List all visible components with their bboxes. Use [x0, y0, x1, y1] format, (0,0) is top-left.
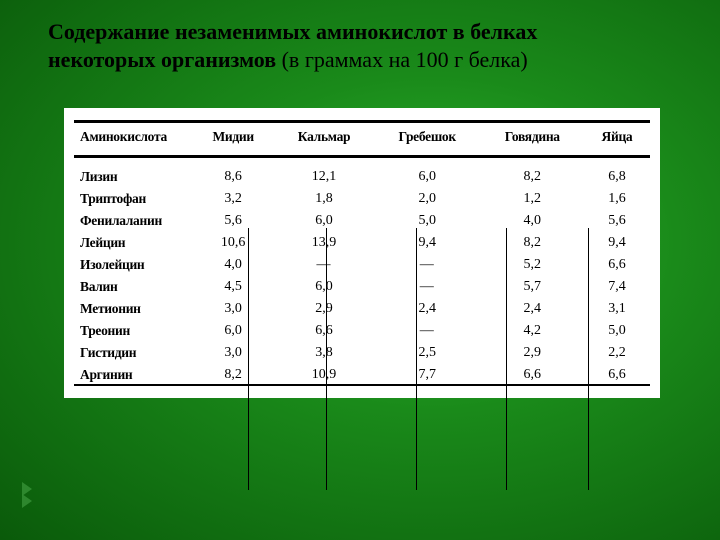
table-vline [248, 228, 249, 490]
cell-value: 5,2 [481, 254, 584, 276]
cell-value: 2,4 [481, 298, 584, 320]
cell-value: — [374, 254, 481, 276]
cell-value: 8,2 [192, 364, 274, 386]
cell-value: 6,0 [374, 166, 481, 188]
col-header-2: Кальмар [274, 123, 373, 156]
cell-value: 1,2 [481, 188, 584, 210]
cell-value: 4,2 [481, 320, 584, 342]
cell-value: — [374, 276, 481, 298]
cell-value: 2,0 [374, 188, 481, 210]
table-vline [416, 228, 417, 490]
table-hline-mid [74, 156, 650, 158]
cell-value: 6,6 [584, 254, 650, 276]
table-row: Треонин6,06,6—4,25,0 [74, 320, 650, 342]
cell-value: 5,7 [481, 276, 584, 298]
cell-value: 2,9 [481, 342, 584, 364]
cell-value: 2,4 [374, 298, 481, 320]
table-row: Гистидин3,03,82,52,92,2 [74, 342, 650, 364]
table-hline-top [74, 120, 650, 122]
cell-value: 5,6 [584, 210, 650, 232]
table-row: Аргинин8,210,97,76,66,6 [74, 364, 650, 386]
row-label: Метионин [74, 298, 192, 320]
table-row: Лизин8,612,16,08,26,8 [74, 166, 650, 188]
cell-value: — [374, 320, 481, 342]
row-label: Гистидин [74, 342, 192, 364]
cell-value: 4,0 [192, 254, 274, 276]
col-header-5: Яйца [584, 123, 650, 156]
cell-value: 8,6 [192, 166, 274, 188]
chevron-icon [22, 482, 40, 510]
cell-value: 8,2 [481, 232, 584, 254]
col-header-3: Гребешок [374, 123, 481, 156]
cell-value: 2,9 [274, 298, 373, 320]
cell-value: 3,1 [584, 298, 650, 320]
cell-value: 7,7 [374, 364, 481, 386]
cell-value: 12,1 [274, 166, 373, 188]
table-body: Лизин8,612,16,08,26,8Триптофан3,21,82,01… [74, 156, 650, 386]
cell-value: 6,8 [584, 166, 650, 188]
table-row: Валин4,56,0—5,77,4 [74, 276, 650, 298]
row-label: Триптофан [74, 188, 192, 210]
cell-value: 5,0 [374, 210, 481, 232]
title-rest-part: (в граммах на 100 г белка) [282, 47, 528, 72]
table-vline [588, 228, 589, 490]
cell-value: 9,4 [584, 232, 650, 254]
cell-value: 8,2 [481, 166, 584, 188]
cell-value: 2,5 [374, 342, 481, 364]
cell-value: 6,0 [274, 210, 373, 232]
cell-value: 5,6 [192, 210, 274, 232]
table-row: Фенилаланин5,66,05,04,05,6 [74, 210, 650, 232]
table-row: Лейцин10,613,99,48,29,4 [74, 232, 650, 254]
amino-acid-table-container: Аминокислота Мидии Кальмар Гребешок Говя… [64, 108, 660, 398]
table-row: Триптофан3,21,82,01,21,6 [74, 188, 650, 210]
cell-value: 1,8 [274, 188, 373, 210]
row-label: Лизин [74, 166, 192, 188]
table-row: Метионин3,02,92,42,43,1 [74, 298, 650, 320]
table-hline-bottom [74, 384, 650, 386]
cell-value: 2,2 [584, 342, 650, 364]
row-label: Валин [74, 276, 192, 298]
cell-value: 4,0 [481, 210, 584, 232]
table-row: Изолейцин4,0——5,26,6 [74, 254, 650, 276]
table-header-row: Аминокислота Мидии Кальмар Гребешок Говя… [74, 123, 650, 156]
slide-title: Содержание незаменимых аминокислот в бел… [48, 18, 608, 73]
cell-value: 10,9 [274, 364, 373, 386]
cell-value: 10,6 [192, 232, 274, 254]
row-label: Изолейцин [74, 254, 192, 276]
cell-value: 5,0 [584, 320, 650, 342]
row-label: Аргинин [74, 364, 192, 386]
cell-value: 1,6 [584, 188, 650, 210]
cell-value: 7,4 [584, 276, 650, 298]
cell-value: 3,8 [274, 342, 373, 364]
cell-value: 3,0 [192, 342, 274, 364]
amino-acid-table: Аминокислота Мидии Кальмар Гребешок Говя… [74, 122, 650, 386]
row-label: Фенилаланин [74, 210, 192, 232]
cell-value: 3,2 [192, 188, 274, 210]
cell-value: 6,0 [192, 320, 274, 342]
cell-value: 9,4 [374, 232, 481, 254]
cell-value: 6,6 [481, 364, 584, 386]
cell-value: — [274, 254, 373, 276]
row-label: Лейцин [74, 232, 192, 254]
table-vline [326, 228, 327, 490]
row-label: Треонин [74, 320, 192, 342]
table-vline [506, 228, 507, 490]
cell-value: 6,6 [584, 364, 650, 386]
cell-value: 13,9 [274, 232, 373, 254]
cell-value: 4,5 [192, 276, 274, 298]
cell-value: 3,0 [192, 298, 274, 320]
col-header-1: Мидии [192, 123, 274, 156]
cell-value: 6,0 [274, 276, 373, 298]
cell-value: 6,6 [274, 320, 373, 342]
col-header-4: Говядина [481, 123, 584, 156]
col-header-amino: Аминокислота [74, 123, 192, 156]
